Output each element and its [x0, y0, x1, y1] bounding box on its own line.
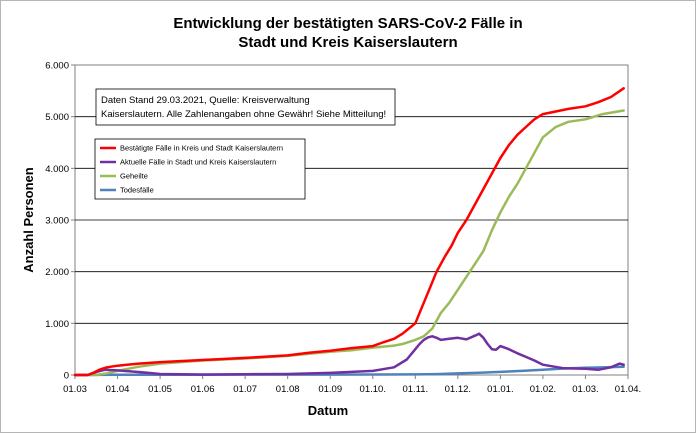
- y-tick-label: 1.000: [45, 319, 69, 330]
- y-tick-label: 0: [64, 371, 69, 382]
- x-tick-label: 01.07: [233, 384, 257, 395]
- legend-item-bestaetigte-label: Bestätigte Fälle in Kreis und Stadt Kais…: [120, 144, 283, 153]
- y-tick-label: 2.000: [45, 267, 69, 278]
- annotation-box: Daten Stand 29.03.2021, Quelle: Kreisver…: [95, 88, 396, 126]
- x-tick-label: 01.01.: [487, 384, 513, 395]
- x-tick-label: 01.08: [276, 384, 300, 395]
- y-tick-label: 3.000: [45, 216, 69, 227]
- x-tick-label: 01.04: [106, 384, 130, 395]
- legend: Bestätigte Fälle in Kreis und Stadt Kais…: [94, 138, 306, 200]
- x-tick-label: 01.03.: [572, 384, 598, 395]
- annotation-line1: Daten Stand 29.03.2021, Quelle: Kreisver…: [101, 95, 310, 106]
- series-line-bestaetigte: [73, 87, 625, 377]
- y-axis-title: Anzahl Personen: [21, 167, 36, 273]
- x-axis-ticks: 01.03 01.04 01.05 01.06 01.07 01.08 01.09 01.10…: [63, 375, 641, 395]
- y-tick-label: 4.000: [45, 164, 69, 175]
- annotation-line2: Kaiserslautern. Alle Zahlenangaben ohne …: [101, 109, 386, 120]
- x-axis-title: Datum: [308, 403, 348, 418]
- legend-item-todesfaelle-label: Todesfälle: [120, 186, 154, 195]
- x-tick-label: 01.11.: [402, 384, 428, 395]
- series-line-aktuelle: [73, 332, 625, 377]
- x-tick-label: 01.09: [318, 384, 342, 395]
- x-tick-label: 01.06: [191, 384, 215, 395]
- y-axis-ticks: 0 1.000 2.000 3.000 4.000 5.000 6.000: [45, 61, 75, 382]
- x-tick-label: 01.05: [148, 384, 172, 395]
- chart-title-line2: Stadt und Kreis Kaiserslautern: [238, 34, 457, 51]
- x-tick-label: 01.12.: [445, 384, 471, 395]
- x-tick-label: 01.10.: [360, 384, 386, 395]
- legend-item-aktuelle-label: Aktuelle Fälle in Stadt und Kreis Kaiser…: [120, 158, 276, 167]
- x-tick-label: 01.02.: [530, 384, 556, 395]
- x-tick-label: 01.03: [63, 384, 87, 395]
- series-lines: [73, 87, 625, 377]
- y-tick-label: 5.000: [45, 112, 69, 123]
- x-tick-label: 01.04.: [615, 384, 641, 395]
- legend-item-geheilte-label: Geheilte: [120, 172, 148, 181]
- chart-title-line1: Entwicklung der bestätigten SARS-CoV-2 F…: [173, 15, 522, 32]
- y-tick-label: 6.000: [45, 61, 69, 72]
